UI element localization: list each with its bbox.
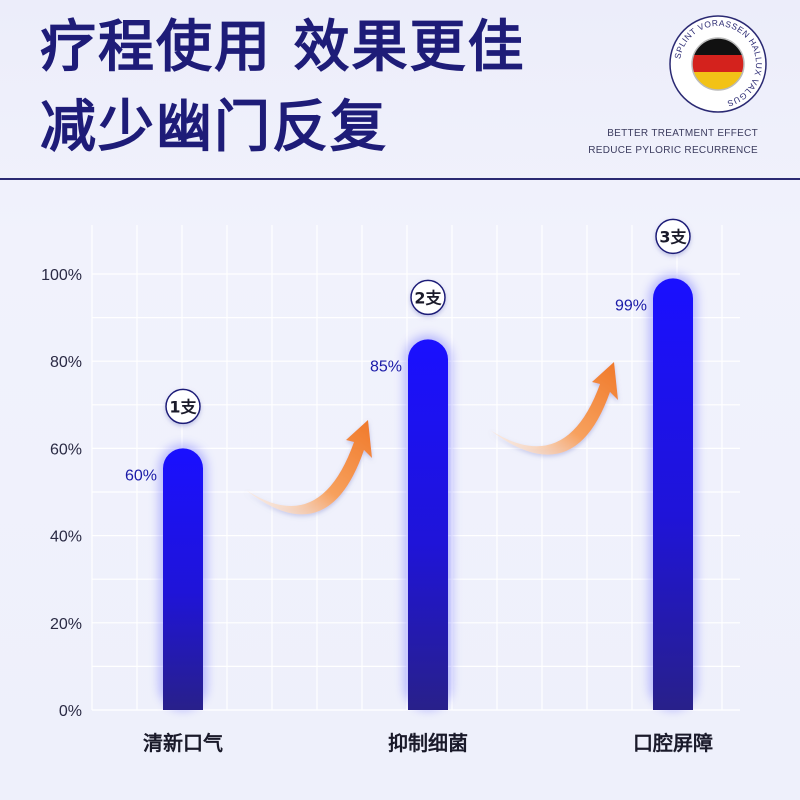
subtitle-en-line-2: REDUCE PYLORIC RECURRENCE bbox=[588, 145, 758, 156]
headline-line-2: 减少幽门反复 bbox=[40, 95, 388, 160]
stage-bubble bbox=[410, 279, 446, 316]
value-label: 99% bbox=[615, 297, 647, 314]
value-label: 60% bbox=[125, 467, 157, 484]
growth-arrow bbox=[490, 362, 618, 455]
category-label: 清新口气 bbox=[143, 731, 223, 755]
bar bbox=[408, 339, 448, 710]
stage-bubble bbox=[655, 218, 691, 255]
bar bbox=[163, 448, 203, 710]
subtitle-en-line-1: BETTER TREATMENT EFFECT bbox=[607, 128, 758, 139]
y-tick-label: 60% bbox=[50, 441, 82, 458]
y-tick-label: 100% bbox=[41, 267, 82, 284]
category-label: 口腔屏障 bbox=[633, 731, 713, 755]
bar bbox=[653, 278, 693, 710]
headline-line-1: 疗程使用 效果更佳 bbox=[40, 15, 526, 80]
y-tick-label: 20% bbox=[50, 616, 82, 633]
stage-bubble bbox=[165, 388, 201, 425]
y-tick-label: 0% bbox=[59, 703, 82, 720]
german-flag-badge-icon: SPLINT VORASSEN HALLUX VALGUS bbox=[669, 15, 767, 113]
y-tick-label: 80% bbox=[50, 354, 82, 371]
stage-label: 3支 bbox=[659, 227, 687, 246]
stage-label: 1支 bbox=[169, 397, 197, 416]
header-divider bbox=[0, 178, 800, 180]
growth-arrow bbox=[246, 420, 372, 515]
y-tick-label: 40% bbox=[50, 529, 82, 546]
category-label: 抑制细菌 bbox=[388, 731, 468, 755]
value-label: 85% bbox=[370, 358, 402, 375]
stage-label: 2支 bbox=[414, 288, 442, 307]
